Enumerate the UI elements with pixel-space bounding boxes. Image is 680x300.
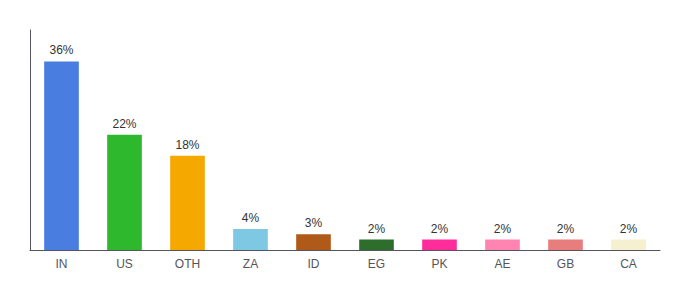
svg-text:US: US	[116, 257, 133, 271]
svg-text:IN: IN	[56, 257, 68, 271]
svg-text:PK: PK	[431, 257, 447, 271]
svg-text:18%: 18%	[175, 138, 199, 152]
svg-text:OTH: OTH	[175, 257, 200, 271]
svg-text:CA: CA	[620, 257, 637, 271]
svg-text:GB: GB	[557, 257, 574, 271]
svg-text:2%: 2%	[620, 222, 638, 236]
svg-text:3%: 3%	[305, 216, 323, 230]
svg-text:2%: 2%	[368, 222, 386, 236]
svg-text:2%: 2%	[557, 222, 575, 236]
svg-text:2%: 2%	[431, 222, 449, 236]
svg-text:2%: 2%	[494, 222, 512, 236]
svg-text:EG: EG	[368, 257, 385, 271]
svg-text:22%: 22%	[112, 117, 136, 131]
svg-text:ZA: ZA	[243, 257, 258, 271]
svg-text:36%: 36%	[49, 43, 73, 57]
svg-text:AE: AE	[494, 257, 510, 271]
svg-text:4%: 4%	[242, 211, 260, 225]
svg-text:ID: ID	[308, 257, 320, 271]
